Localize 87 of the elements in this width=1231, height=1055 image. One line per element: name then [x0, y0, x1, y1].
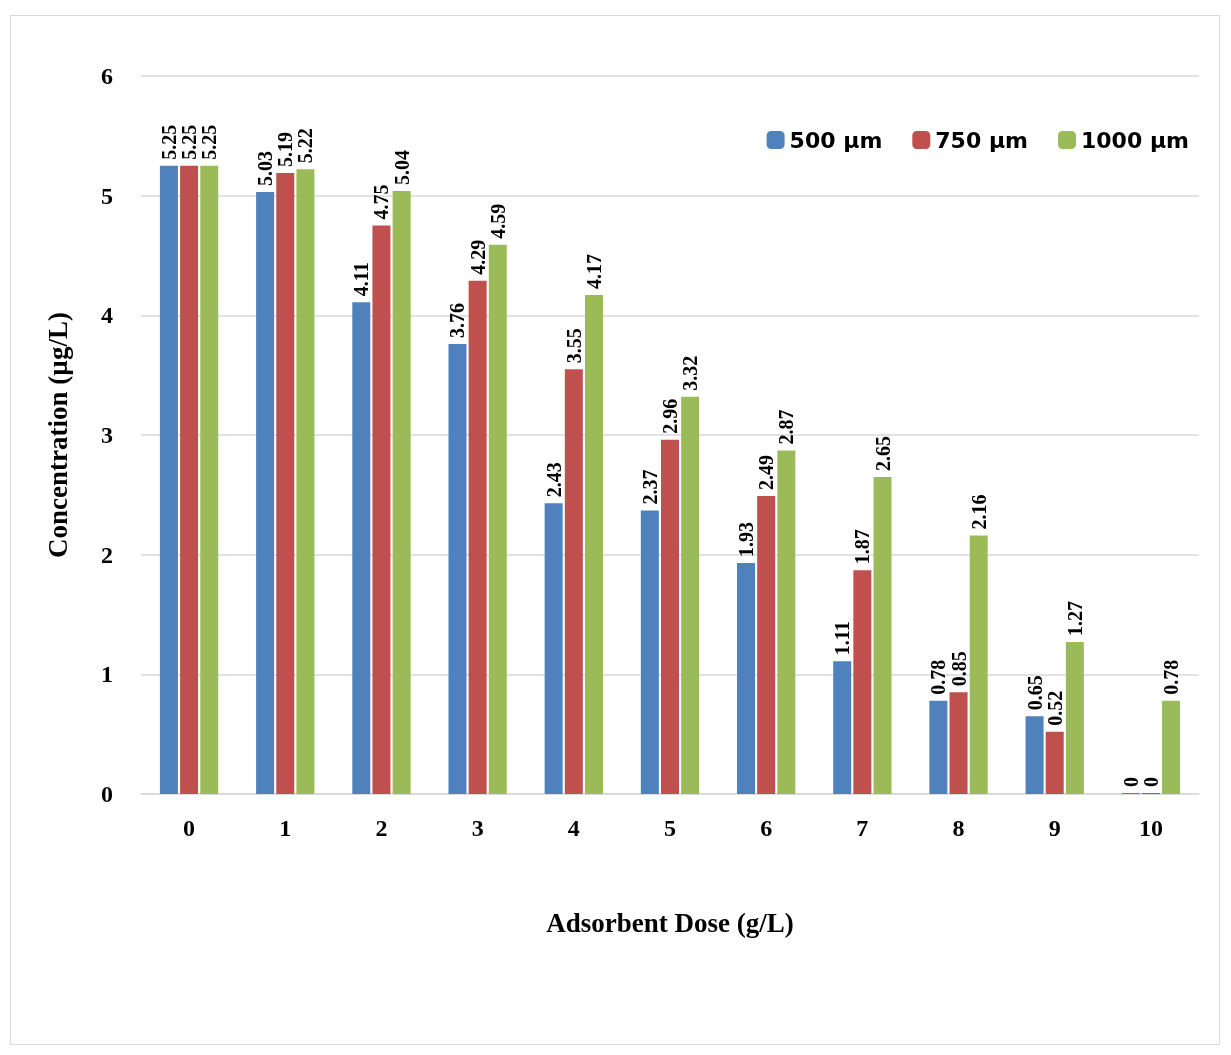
legend-label: 750 µm	[935, 127, 1029, 153]
bar	[392, 190, 411, 794]
bar	[544, 503, 563, 794]
y-tick-label: 6	[101, 63, 113, 89]
data-label: 0.78	[927, 659, 950, 695]
bar	[853, 570, 872, 794]
data-label: 2.49	[755, 455, 778, 491]
data-label: 3.76	[446, 303, 469, 339]
x-tick-label: 5	[664, 815, 676, 841]
y-tick-label: 4	[101, 302, 113, 329]
data-label: 4.17	[582, 253, 605, 289]
data-label: 2.96	[659, 398, 681, 434]
x-tick-label: 2	[375, 815, 388, 841]
bar	[929, 700, 948, 794]
data-label: 5.19	[274, 131, 297, 167]
bar	[296, 169, 315, 794]
data-label: 5.25	[198, 124, 221, 160]
data-label: 5.04	[390, 149, 413, 185]
bar	[949, 692, 968, 794]
x-tick-label: 8	[952, 815, 965, 841]
x-tick-label: 1	[279, 815, 292, 841]
bar	[1162, 700, 1181, 794]
x-tick-label: 3	[471, 815, 484, 841]
bar	[200, 165, 219, 794]
data-label: 0.78	[1160, 659, 1183, 695]
bar	[757, 496, 776, 794]
bar	[159, 165, 178, 794]
data-label: 0.85	[947, 651, 970, 687]
data-label: 2.87	[775, 409, 798, 445]
bar	[737, 563, 756, 794]
bar	[640, 510, 659, 794]
bar	[833, 661, 852, 794]
bar	[1025, 716, 1044, 794]
bar	[448, 344, 467, 794]
y-tick-label: 5	[101, 182, 113, 209]
data-label: 1.93	[735, 522, 758, 558]
bar	[488, 244, 507, 794]
x-tick-label: 10	[1138, 815, 1163, 841]
bar	[468, 280, 487, 794]
x-tick-label: 4	[567, 815, 580, 841]
bar	[777, 450, 796, 794]
data-label: 4.29	[466, 239, 489, 275]
data-label: 5.25	[178, 124, 201, 160]
y-tick-label: 0	[101, 781, 113, 807]
data-label: 0.52	[1043, 690, 1066, 726]
x-tick-label: 7	[856, 815, 869, 841]
bar	[873, 476, 892, 794]
data-label: 3.55	[562, 328, 585, 364]
x-tick-label: 0	[183, 815, 196, 841]
data-label: 5.22	[294, 128, 317, 164]
data-label: 1.87	[851, 529, 874, 565]
y-tick-label: 1	[101, 661, 113, 688]
x-tick-label: 9	[1048, 815, 1061, 841]
bar	[661, 439, 679, 794]
bar	[1065, 642, 1084, 794]
bar	[969, 535, 988, 794]
bar	[180, 165, 199, 794]
bar	[256, 192, 275, 794]
x-axis-title: Adsorbent Dose (g/L)	[546, 907, 794, 938]
data-label: 2.16	[967, 494, 990, 530]
legend-label: 500 µm	[789, 127, 883, 153]
bar	[1045, 731, 1064, 794]
data-label: 0	[1119, 777, 1142, 787]
data-label: 1.11	[831, 621, 854, 656]
data-label: 2.37	[638, 469, 661, 505]
data-label: 2.65	[871, 435, 894, 471]
data-label: 5.25	[157, 124, 180, 160]
bar	[584, 294, 603, 794]
data-label: 1.27	[1063, 601, 1086, 637]
bar	[564, 369, 583, 794]
data-label: 0	[1139, 777, 1162, 787]
x-tick-label: 6	[760, 815, 773, 841]
bar	[352, 302, 371, 794]
y-tick-label: 3	[101, 422, 113, 448]
bar	[276, 172, 295, 794]
data-label: 3.32	[679, 355, 702, 391]
data-label: 4.11	[350, 262, 373, 297]
legend-label: 1000 µm	[1081, 127, 1190, 153]
data-label: 5.03	[254, 151, 277, 187]
data-label: 4.75	[370, 184, 393, 220]
y-axis-title: Concentration (µg/L)	[42, 312, 73, 558]
data-label: 0.65	[1023, 675, 1046, 711]
data-label: 4.59	[486, 203, 509, 239]
bar	[372, 225, 391, 794]
bar	[681, 396, 700, 794]
y-tick-label: 2	[101, 541, 113, 568]
data-label: 2.43	[542, 462, 565, 498]
